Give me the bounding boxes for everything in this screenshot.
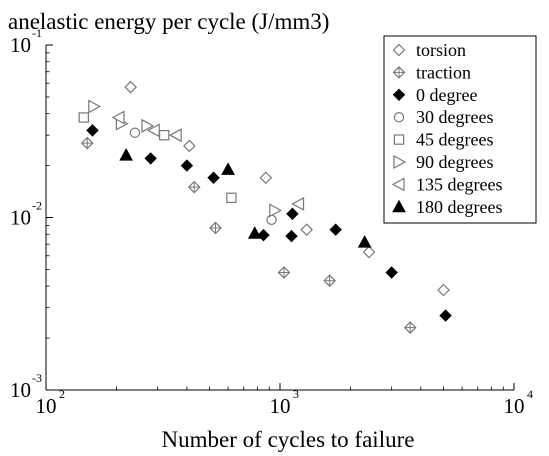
legend-item: 90 degrees [393, 152, 493, 172]
data-point [439, 309, 452, 322]
y-tick-label: 10 [10, 378, 31, 402]
x-axis-label: Number of cycles to failure [162, 427, 415, 452]
data-point [323, 274, 337, 288]
series-45 [78, 112, 237, 204]
legend-item: 0 degree [392, 85, 477, 105]
data-point [226, 192, 237, 204]
series-90 [88, 99, 283, 218]
data-point [146, 123, 160, 138]
legend-marker [391, 177, 405, 192]
legend-label: 135 degrees [416, 174, 502, 194]
legend-box [383, 35, 537, 224]
legend-item: 180 degrees [392, 197, 502, 217]
data-point [269, 203, 283, 218]
data-points [78, 80, 452, 334]
data-point [362, 245, 376, 259]
x-tick-label: 10 [504, 394, 525, 418]
data-point [78, 112, 89, 123]
data-point [183, 139, 196, 153]
series-180 [119, 148, 372, 248]
data-point [285, 229, 298, 243]
legend-marker [393, 154, 407, 170]
data-point [257, 228, 270, 242]
legend-label: 180 degrees [416, 197, 502, 217]
chart-title: anelastic energy per cycle (J/mm3) [8, 9, 329, 34]
data-point [111, 110, 125, 125]
legend-marker [392, 43, 406, 57]
series-0 [86, 124, 452, 322]
data-point [141, 118, 155, 133]
data-point [291, 196, 305, 211]
y-tick-exponent: -3 [32, 371, 42, 385]
data-point [129, 127, 141, 138]
data-point [277, 266, 291, 279]
x-tick-label: 10 [36, 394, 57, 418]
data-point [88, 99, 102, 114]
y-tick-exponent: -1 [32, 26, 42, 40]
legend-item: 135 degrees [391, 174, 502, 194]
series-30 [129, 127, 277, 225]
series-traction [80, 136, 417, 334]
legend-marker [393, 111, 405, 123]
legend-item: 45 degrees [393, 130, 493, 150]
y-tick-label: 10 [10, 33, 31, 57]
x-tick-label: 10 [270, 394, 291, 418]
data-point [385, 266, 398, 279]
legend-item: torsion [392, 40, 466, 60]
data-point [80, 136, 94, 150]
legend-marker [392, 88, 406, 102]
legend-label: traction [416, 62, 471, 82]
series-torsion [124, 80, 450, 297]
data-point [119, 148, 133, 161]
data-point [221, 162, 235, 175]
data-point [124, 80, 137, 94]
data-point [300, 223, 314, 237]
legend-label: 0 degree [416, 85, 477, 105]
data-point [437, 283, 450, 297]
legend-item: 30 degrees [393, 107, 493, 127]
data-point [357, 235, 372, 248]
series-135 [111, 110, 305, 211]
legend-label: 30 degrees [416, 107, 493, 127]
data-point [180, 159, 194, 172]
data-point [159, 129, 170, 141]
data-point [207, 171, 220, 184]
x-tick-exponent: 3 [293, 387, 299, 401]
data-point [209, 221, 222, 235]
data-point [286, 207, 299, 221]
legend-label: 90 degrees [416, 152, 493, 172]
legend-item: traction [392, 62, 471, 82]
data-point [168, 128, 182, 143]
x-tick-exponent: 2 [59, 387, 65, 401]
data-point [144, 152, 157, 165]
data-point [266, 214, 277, 225]
data-point [86, 124, 99, 137]
legend-label: torsion [416, 40, 466, 60]
legend-label: 45 degrees [416, 130, 493, 150]
data-point [247, 226, 262, 239]
data-point [329, 223, 342, 236]
legend-marker [392, 66, 406, 79]
y-tick-label: 10 [10, 206, 31, 230]
y-tick-exponent: -2 [32, 199, 42, 213]
x-tick-exponent: 4 [527, 387, 533, 401]
axis-ticks: 10 2 10 3 10 410 -310 -210 -1 [10, 26, 533, 418]
data-point [187, 180, 201, 194]
legend-marker [393, 134, 405, 145]
data-point [259, 171, 273, 185]
data-point [403, 321, 417, 334]
legend-marker [392, 199, 406, 213]
